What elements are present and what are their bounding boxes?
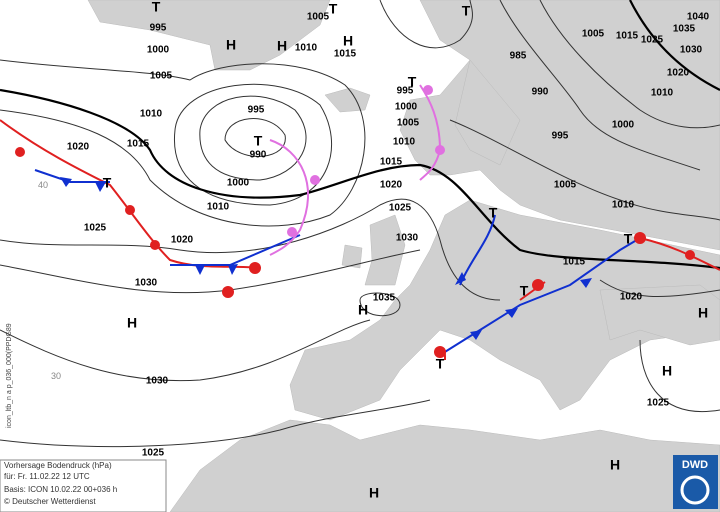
pressure-center: H — [610, 457, 620, 473]
isobar-label: 1015 — [380, 157, 403, 168]
pressure-center: H — [277, 38, 287, 54]
isobars — [0, 0, 720, 448]
pressure-center: T — [624, 231, 633, 247]
pressure-center: T — [103, 175, 112, 191]
isobar-label: 1000 — [395, 102, 418, 113]
pressure-center: H — [127, 315, 137, 331]
side-label: icon_ltb_n a p_036_000(PPDG89 — [6, 323, 13, 428]
pressure-center: H — [698, 305, 708, 321]
isobar-label: 1030 — [396, 233, 419, 244]
info-line: Basis: ICON 10.02.22 00+036 h — [4, 485, 117, 494]
isobar-label: 1015 — [334, 49, 357, 60]
isobar-label: 1010 — [393, 137, 416, 148]
pressure-center: T — [436, 356, 445, 372]
isobar-label: 1020 — [380, 180, 403, 191]
isobar-label: 1015 — [616, 31, 639, 42]
pressure-center: T — [462, 3, 471, 19]
grid-label: 40 — [38, 180, 48, 190]
isobar-label: 1030 — [680, 45, 703, 56]
isobar-label: 1005 — [397, 118, 420, 129]
isobar-label: 1000 — [227, 178, 250, 189]
isobar-label: 1005 — [554, 180, 577, 191]
isobar-label: 1010 — [207, 202, 230, 213]
isobar-label: 1005 — [307, 12, 330, 23]
isobar-label: 1015 — [127, 139, 150, 150]
pressure-center: T — [408, 74, 417, 90]
isobar-label: 995 — [150, 23, 167, 34]
isobar-label: 1020 — [171, 235, 194, 246]
isobar-label: 990 — [250, 150, 267, 161]
isobar-label: 990 — [532, 87, 549, 98]
isobar-label: 1035 — [373, 293, 396, 304]
isobar-label: 1010 — [140, 109, 163, 120]
pressure-center: H — [369, 485, 379, 501]
grid-label: 30 — [51, 371, 61, 381]
isobar-label: 995 — [397, 86, 414, 97]
isobar-label: 1015 — [563, 257, 586, 268]
isobar-label: 1020 — [667, 68, 690, 79]
isobar-label: 1035 — [673, 24, 696, 35]
isobar-label: 995 — [248, 105, 265, 116]
isobar-label: 1025 — [647, 398, 670, 409]
pressure-center: H — [226, 37, 236, 53]
isobar-label: 1025 — [84, 223, 107, 234]
logo-box — [673, 455, 718, 509]
pressure-center: H — [343, 33, 353, 49]
land — [87, 0, 720, 512]
pressure-center: T — [152, 0, 161, 15]
isobar-label: 1000 — [147, 45, 170, 56]
isobar-label: 1030 — [135, 278, 158, 289]
isobar-label: 1005 — [150, 71, 173, 82]
isobar-label: 1020 — [67, 142, 90, 153]
pressure-center: T — [254, 133, 263, 149]
isobar-label: 1025 — [641, 35, 664, 46]
logo-swirl — [680, 475, 710, 505]
logo-text: DWD — [682, 459, 708, 471]
info-box — [0, 459, 167, 512]
isobar-label: 1030 — [146, 376, 169, 387]
pressure-center: T — [520, 283, 529, 299]
isobar-label: 1005 — [582, 29, 605, 40]
isobar-label: 995 — [552, 131, 569, 142]
pressure-center: T — [329, 1, 338, 17]
info-line: für: Fr. 11.02.22 12 UTC — [4, 472, 90, 481]
isobar-label: 1000 — [612, 120, 635, 131]
pressure-center: T — [489, 205, 498, 221]
isobar-label: 1010 — [612, 200, 635, 211]
pressure-center: H — [662, 363, 672, 379]
info-text: Vorhersage Bodendruck (hPa) für: Fr. 11.0… — [4, 461, 117, 506]
isobar-label: 1040 — [687, 12, 710, 23]
info-line: Vorhersage Bodendruck (hPa) — [4, 461, 112, 470]
pressure-center: H — [358, 302, 368, 318]
isobar-label: 1025 — [142, 448, 165, 459]
isobar-label: 1020 — [620, 292, 643, 303]
info-line: © Deutscher Wetterdienst — [4, 497, 96, 506]
isobar-label: 1010 — [295, 43, 318, 54]
isobar-label: 985 — [510, 51, 527, 62]
isobar-label: 1010 — [651, 88, 674, 99]
isobar-label: 1025 — [389, 203, 412, 214]
fronts — [0, 84, 720, 361]
